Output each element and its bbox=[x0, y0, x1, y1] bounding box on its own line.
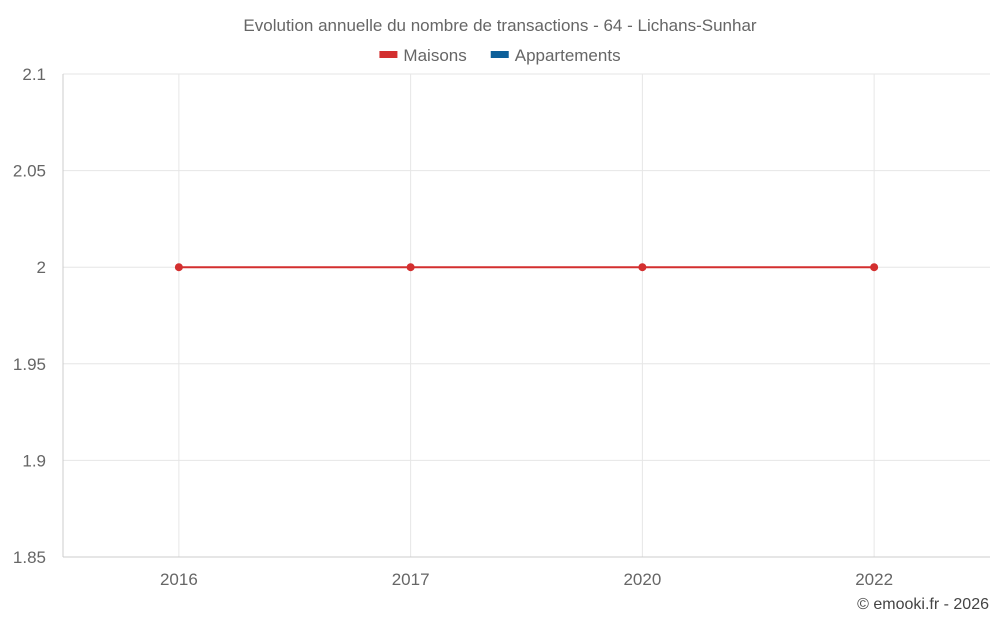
series-layer bbox=[174, 263, 879, 272]
x-axis: 2016 2017 2020 2022 bbox=[63, 556, 990, 589]
y-tick-label: 1.95 bbox=[13, 355, 46, 374]
y-tick-label: 2.1 bbox=[22, 65, 46, 84]
data-point bbox=[406, 263, 415, 272]
data-point bbox=[870, 263, 879, 272]
legend-swatch bbox=[379, 51, 398, 58]
x-tick-label: 2016 bbox=[160, 570, 198, 589]
legend-swatch bbox=[490, 51, 509, 58]
x-tick-label: 2017 bbox=[392, 570, 430, 589]
data-point bbox=[174, 263, 183, 272]
legend-label: Appartements bbox=[515, 46, 621, 65]
y-tick-label: 1.9 bbox=[22, 451, 46, 470]
chart-title: Evolution annuelle du nombre de transact… bbox=[243, 16, 756, 35]
y-tick-label: 1.85 bbox=[13, 548, 46, 567]
legend-label: Maisons bbox=[403, 46, 466, 65]
x-tick-label: 2020 bbox=[623, 570, 661, 589]
grid bbox=[63, 73, 990, 558]
x-tick-label: 2022 bbox=[855, 570, 893, 589]
legend: Maisons Appartements bbox=[379, 46, 621, 65]
y-tick-label: 2 bbox=[37, 258, 46, 277]
data-point bbox=[638, 263, 647, 272]
credit-text: © emooki.fr - 2026 bbox=[857, 596, 989, 613]
legend-item-maisons: Maisons bbox=[379, 46, 467, 65]
y-axis: 1.85 1.9 1.95 2 2.05 2.1 bbox=[13, 65, 64, 567]
legend-item-appartements: Appartements bbox=[490, 46, 621, 65]
y-tick-label: 2.05 bbox=[13, 162, 46, 181]
